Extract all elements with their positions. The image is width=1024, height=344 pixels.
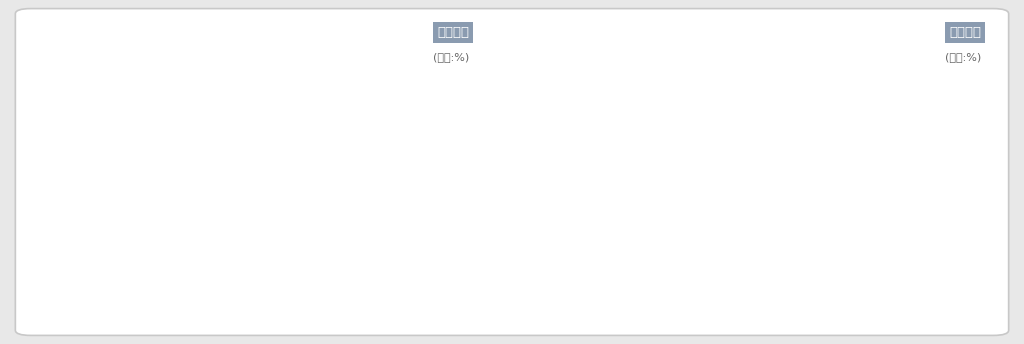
Text: (단위:%): (단위:%): [945, 52, 981, 62]
Wedge shape: [160, 76, 305, 289]
Text: 56%: 56%: [176, 170, 212, 184]
Text: (단위:%): (단위:%): [433, 52, 469, 62]
Wedge shape: [266, 76, 373, 215]
Wedge shape: [314, 198, 368, 215]
Wedge shape: [285, 198, 368, 281]
Legend: 기초연구, 개발연구, 응용연구, 기타: 기초연구, 개발연구, 응용연구, 기타: [650, 285, 845, 308]
Text: 14%: 14%: [296, 239, 332, 254]
Text: 0%: 0%: [734, 98, 761, 113]
FancyBboxPatch shape: [15, 9, 1009, 335]
Legend: 산업계, 학계, 연구계, 기타: 산업계, 학계, 연구계, 기타: [183, 285, 349, 308]
Text: 0%: 0%: [328, 191, 353, 206]
Text: 100%: 100%: [724, 251, 771, 266]
Text: 개발단계: 개발단계: [949, 26, 981, 39]
Text: 수행주체: 수행주체: [437, 26, 469, 39]
Wedge shape: [641, 76, 854, 289]
Text: 30%: 30%: [314, 119, 350, 135]
